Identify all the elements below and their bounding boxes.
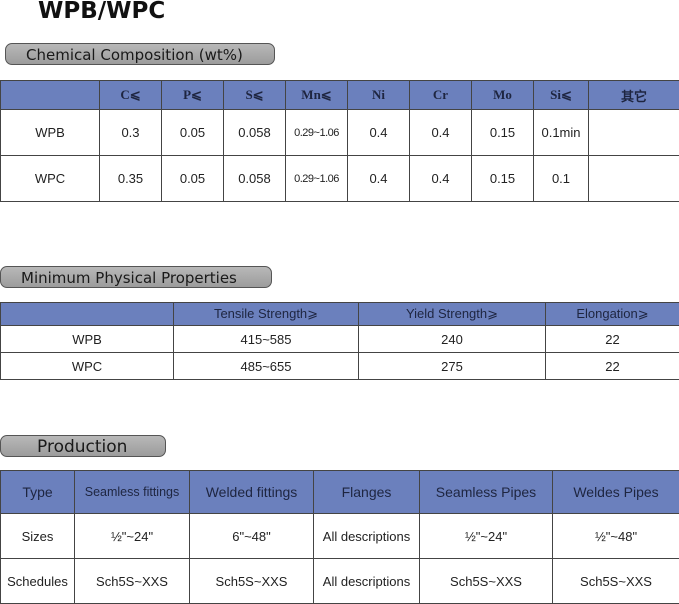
table-row: WPC 0.35 0.05 0.058 0.29~1.06 0.4 0.4 0.… [0, 155, 679, 202]
header-row: C⩽ P⩽ S⩽ Mn⩽ Ni Cr Mo Si⩽ 其它 [0, 80, 679, 110]
production-table: Type Seamless fittings Welded fittings F… [0, 470, 679, 604]
cell: 0.15 [471, 109, 534, 156]
cell: 240 [358, 325, 546, 353]
table-row: WPC 485~655 275 22 [0, 352, 679, 380]
cell [588, 109, 679, 156]
header-cell: Seamless fittings [74, 470, 190, 514]
cell: 0.058 [223, 109, 286, 156]
header-cell [0, 302, 174, 326]
chemical-heading: Chemical Composition (wt%) [5, 43, 275, 65]
table-row: WPB 0.3 0.05 0.058 0.29~1.06 0.4 0.4 0.1… [0, 109, 679, 156]
cell: Sch5S~XXS [419, 558, 553, 604]
header-row: Tensile Strength⩾ Yield Strength⩾ Elonga… [0, 302, 679, 326]
header-cell: Mn⩽ [285, 80, 348, 110]
header-cell: Type [0, 470, 75, 514]
header-cell: Tensile Strength⩾ [173, 302, 359, 326]
cell: 275 [358, 352, 546, 380]
cell: All descriptions [313, 558, 420, 604]
cell: 0.058 [223, 155, 286, 202]
cell: All descriptions [313, 513, 420, 559]
cell: 0.15 [471, 155, 534, 202]
cell: ½"~24" [419, 513, 553, 559]
cell: WPC [0, 155, 100, 202]
page-title: WPB/WPC [38, 0, 166, 24]
cell: 0.4 [409, 109, 472, 156]
cell: ½"~24" [74, 513, 190, 559]
cell: 0.1min [533, 109, 589, 156]
production-heading: Production [0, 435, 166, 457]
header-cell: Seamless Pipes [419, 470, 553, 514]
header-cell: Si⩽ [533, 80, 589, 110]
cell: Schedules [0, 558, 75, 604]
cell: 0.29~1.06 [285, 155, 348, 202]
cell: 0.4 [347, 155, 410, 202]
cell: 0.4 [409, 155, 472, 202]
cell: 22 [545, 352, 679, 380]
cell: Sch5S~XXS [189, 558, 314, 604]
header-cell: Welded fittings [189, 470, 314, 514]
cell: 485~655 [173, 352, 359, 380]
cell: 0.05 [161, 155, 224, 202]
cell: 0.1 [533, 155, 589, 202]
table-row: Sizes ½"~24" 6"~48" All descriptions ½"~… [0, 513, 679, 559]
header-cell: Cr [409, 80, 472, 110]
cell: 22 [545, 325, 679, 353]
header-cell [0, 80, 100, 110]
table-row: WPB 415~585 240 22 [0, 325, 679, 353]
cell: Sizes [0, 513, 75, 559]
header-cell: P⩽ [161, 80, 224, 110]
header-cell: 其它 [588, 80, 679, 110]
cell: 6"~48" [189, 513, 314, 559]
header-cell: Mo [471, 80, 534, 110]
header-cell: C⩽ [99, 80, 162, 110]
cell: 0.3 [99, 109, 162, 156]
cell: WPC [0, 352, 174, 380]
header-cell: Elongation⩾ [545, 302, 679, 326]
cell: 0.05 [161, 109, 224, 156]
physical-heading: Minimum Physical Properties [0, 266, 272, 288]
cell: 415~585 [173, 325, 359, 353]
header-cell: Yield Strength⩾ [358, 302, 546, 326]
header-cell: S⩽ [223, 80, 286, 110]
chemical-table: C⩽ P⩽ S⩽ Mn⩽ Ni Cr Mo Si⩽ 其它 WPB 0.3 0.0… [0, 80, 679, 202]
cell: WPB [0, 325, 174, 353]
header-cell: Ni [347, 80, 410, 110]
cell: Sch5S~XXS [552, 558, 679, 604]
cell: Sch5S~XXS [74, 558, 190, 604]
header-cell: Flanges [313, 470, 420, 514]
cell: 0.35 [99, 155, 162, 202]
header-cell: Weldes Pipes [552, 470, 679, 514]
cell: 0.4 [347, 109, 410, 156]
header-row: Type Seamless fittings Welded fittings F… [0, 470, 679, 514]
table-row: Schedules Sch5S~XXS Sch5S~XXS All descri… [0, 558, 679, 604]
cell: ½"~48" [552, 513, 679, 559]
physical-table: Tensile Strength⩾ Yield Strength⩾ Elonga… [0, 302, 679, 380]
cell [588, 155, 679, 202]
cell: 0.29~1.06 [285, 109, 348, 156]
cell: WPB [0, 109, 100, 156]
